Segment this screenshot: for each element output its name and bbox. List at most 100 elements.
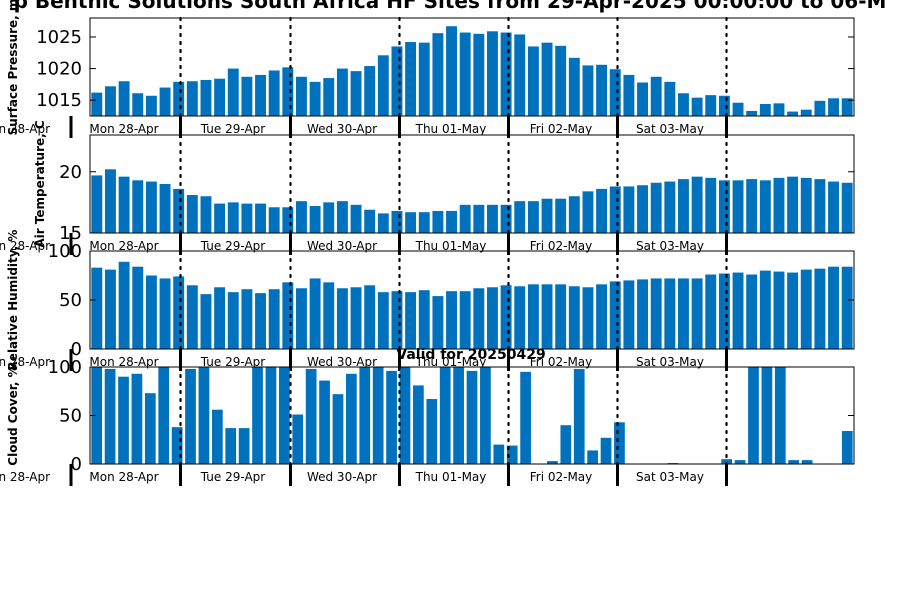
bar — [323, 282, 335, 349]
bar — [718, 95, 730, 116]
bar — [568, 57, 580, 116]
bar — [582, 191, 594, 233]
bar — [391, 210, 403, 233]
bar — [405, 212, 417, 233]
day-label: Fri 02-May — [530, 122, 593, 136]
bar — [596, 188, 608, 233]
bar — [336, 201, 348, 233]
bar — [214, 203, 226, 233]
bar — [732, 272, 744, 349]
bar — [105, 86, 116, 116]
bar — [241, 289, 253, 349]
bar — [446, 210, 457, 233]
chart-panel: 0 50 100 Relative Humidity, %on 28-Apr Mon 2… — [0, 230, 855, 371]
bar — [487, 204, 498, 233]
bar — [746, 179, 758, 233]
bar — [377, 292, 389, 349]
bar — [426, 399, 438, 464]
y-tick-label: 20 — [59, 162, 82, 183]
bar — [377, 55, 389, 116]
bar — [173, 188, 185, 233]
bar — [413, 385, 424, 464]
bar — [255, 203, 266, 233]
day-label: Fri 02-May — [530, 470, 593, 484]
bar — [459, 204, 471, 233]
bar — [364, 66, 376, 116]
bar — [732, 180, 744, 233]
bar — [748, 367, 759, 464]
bar — [828, 98, 839, 116]
bar — [759, 270, 771, 349]
day-label: Tue 29-Apr — [200, 122, 265, 136]
bar — [227, 292, 239, 349]
bar — [158, 367, 170, 464]
bar — [145, 275, 157, 349]
bar — [200, 79, 212, 116]
bar — [814, 179, 826, 233]
bar — [514, 34, 526, 116]
day-label: on 28-Apr — [0, 355, 50, 369]
y-tick-label: 0 — [71, 339, 82, 360]
bar — [527, 46, 539, 117]
day-label: Thu 01-May — [415, 470, 487, 484]
bar — [377, 213, 389, 233]
bar — [623, 280, 635, 349]
bar — [323, 78, 335, 116]
bar — [487, 287, 498, 349]
bar — [282, 207, 294, 233]
plot-frame — [89, 134, 855, 234]
bar — [346, 373, 357, 464]
bar — [841, 431, 853, 464]
bar — [514, 286, 526, 349]
bar — [705, 177, 717, 234]
bar — [309, 81, 321, 116]
bar — [252, 367, 263, 464]
bar — [186, 285, 198, 349]
y-axis-label: Cloud Cover, % — [6, 365, 20, 465]
bar — [555, 198, 567, 233]
bar — [418, 42, 430, 116]
bar — [350, 287, 362, 349]
bar — [828, 266, 839, 349]
bar — [391, 46, 403, 117]
bar — [721, 459, 733, 464]
bar — [159, 87, 171, 116]
bar — [459, 291, 471, 349]
bar — [678, 179, 689, 233]
bar — [800, 177, 812, 234]
day-label: on 28-Apr — [0, 470, 50, 484]
y-tick-label: 1015 — [36, 90, 82, 111]
bar — [600, 437, 612, 464]
day-label: Wed 30-Apr — [307, 470, 377, 484]
y-tick-label: 50 — [59, 290, 82, 311]
bar — [225, 428, 237, 464]
bar — [514, 201, 526, 233]
bar — [186, 195, 198, 233]
bar — [200, 294, 212, 349]
day-label: Sat 03-May — [636, 239, 704, 253]
bar — [664, 81, 676, 116]
bar — [718, 273, 730, 349]
bar — [432, 33, 444, 116]
bar — [841, 182, 853, 233]
bar — [761, 367, 773, 464]
bar — [359, 367, 371, 464]
bar — [473, 204, 485, 233]
bar — [623, 186, 635, 233]
bar — [801, 460, 813, 464]
bar — [386, 370, 397, 464]
bar — [814, 268, 826, 349]
y-tick-label: 1020 — [36, 59, 82, 80]
bar — [91, 92, 103, 116]
bar — [814, 100, 826, 116]
bar — [705, 95, 717, 116]
bar — [773, 177, 785, 234]
bar — [104, 368, 116, 464]
bar — [500, 32, 512, 116]
bar — [614, 422, 625, 464]
day-label: Tue 29-Apr — [200, 355, 265, 369]
day-label: Sat 03-May — [636, 355, 704, 369]
bar — [691, 176, 703, 233]
bar — [732, 102, 744, 116]
